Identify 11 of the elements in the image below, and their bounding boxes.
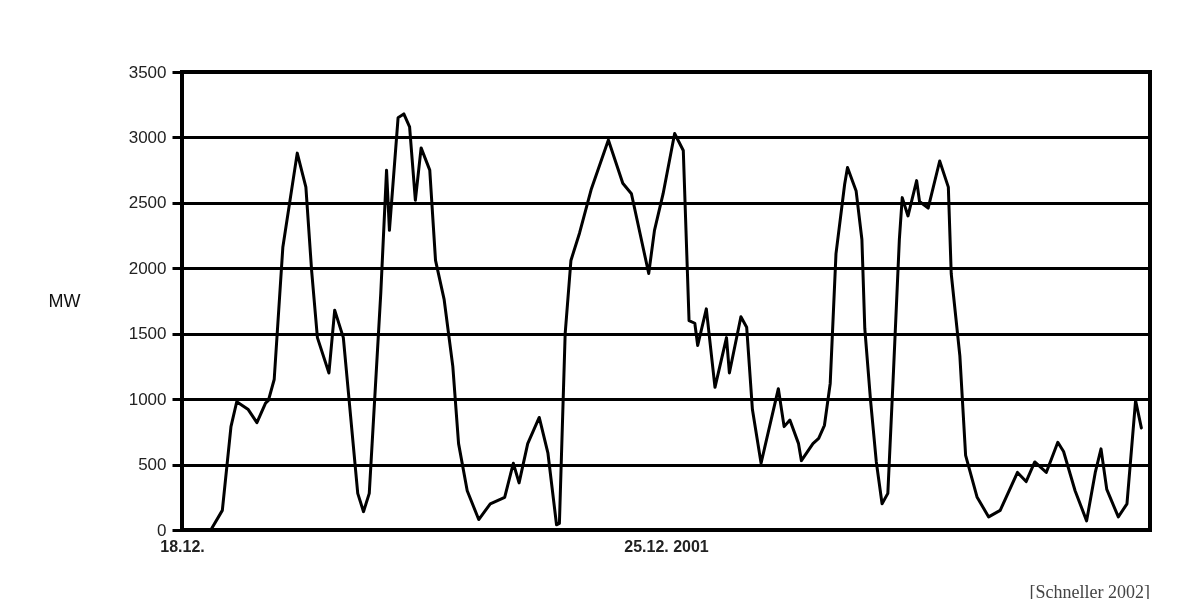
x-tick-label: 18.12. xyxy=(160,537,205,555)
x-tick-label: 25.12. 2001 xyxy=(624,537,709,555)
y-tick-label: 2500 xyxy=(128,193,167,213)
y-tick-label: 500 xyxy=(138,455,167,475)
y-tick-label: 1000 xyxy=(128,389,167,409)
y-axis-title: MW xyxy=(48,290,81,311)
y-tick-label: 3000 xyxy=(128,127,167,147)
y-tick-label: 3500 xyxy=(128,62,167,82)
y-tick-label: 1500 xyxy=(128,324,167,344)
y-tick-label: 2000 xyxy=(128,258,167,278)
y-tick-label: 0 xyxy=(157,520,167,540)
